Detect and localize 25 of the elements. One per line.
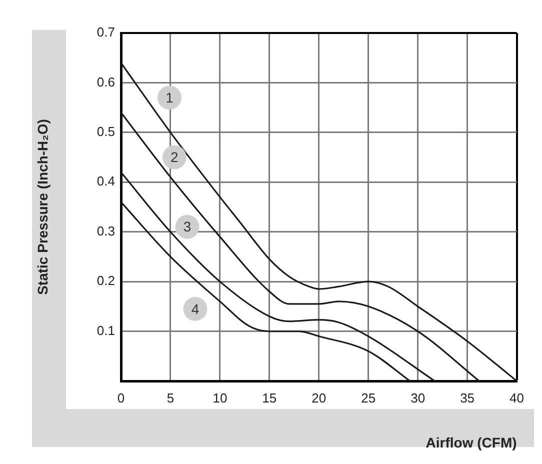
x-tick-label: 5 [166, 390, 174, 406]
x-tick-label: 10 [212, 390, 228, 406]
x-tick-label: 0 [117, 390, 125, 406]
x-tick-label: 20 [312, 390, 326, 406]
annotation: 4 [191, 300, 200, 317]
y-tick-label: 0.5 [96, 124, 115, 140]
line-series [121, 201, 411, 381]
x-tick-label: 30 [410, 390, 426, 406]
y-tick-label: 0.2 [96, 273, 115, 288]
y-tick-label: 0.6 [96, 74, 115, 90]
line-series [121, 112, 480, 381]
y-axis-title: Static Pressure (Inch-H₂O) [34, 119, 50, 295]
line-series [121, 171, 436, 381]
annotation: 1 [166, 89, 174, 106]
y-tick-label: 0.4 [96, 174, 115, 189]
annotation: 2 [170, 149, 179, 166]
y-tick-label: 0.7 [96, 24, 115, 40]
x-axis-title: Airflow (CFM) [426, 434, 517, 450]
annotation: 3 [183, 218, 192, 235]
y-tick-label: 0.3 [96, 223, 115, 238]
x-tick-label: 35 [460, 390, 475, 406]
y-tick-label: 0.1 [96, 322, 115, 338]
x-tick-label: 25 [361, 390, 376, 406]
x-tick-label: 40 [510, 390, 524, 406]
x-tick-label: 15 [262, 390, 277, 406]
